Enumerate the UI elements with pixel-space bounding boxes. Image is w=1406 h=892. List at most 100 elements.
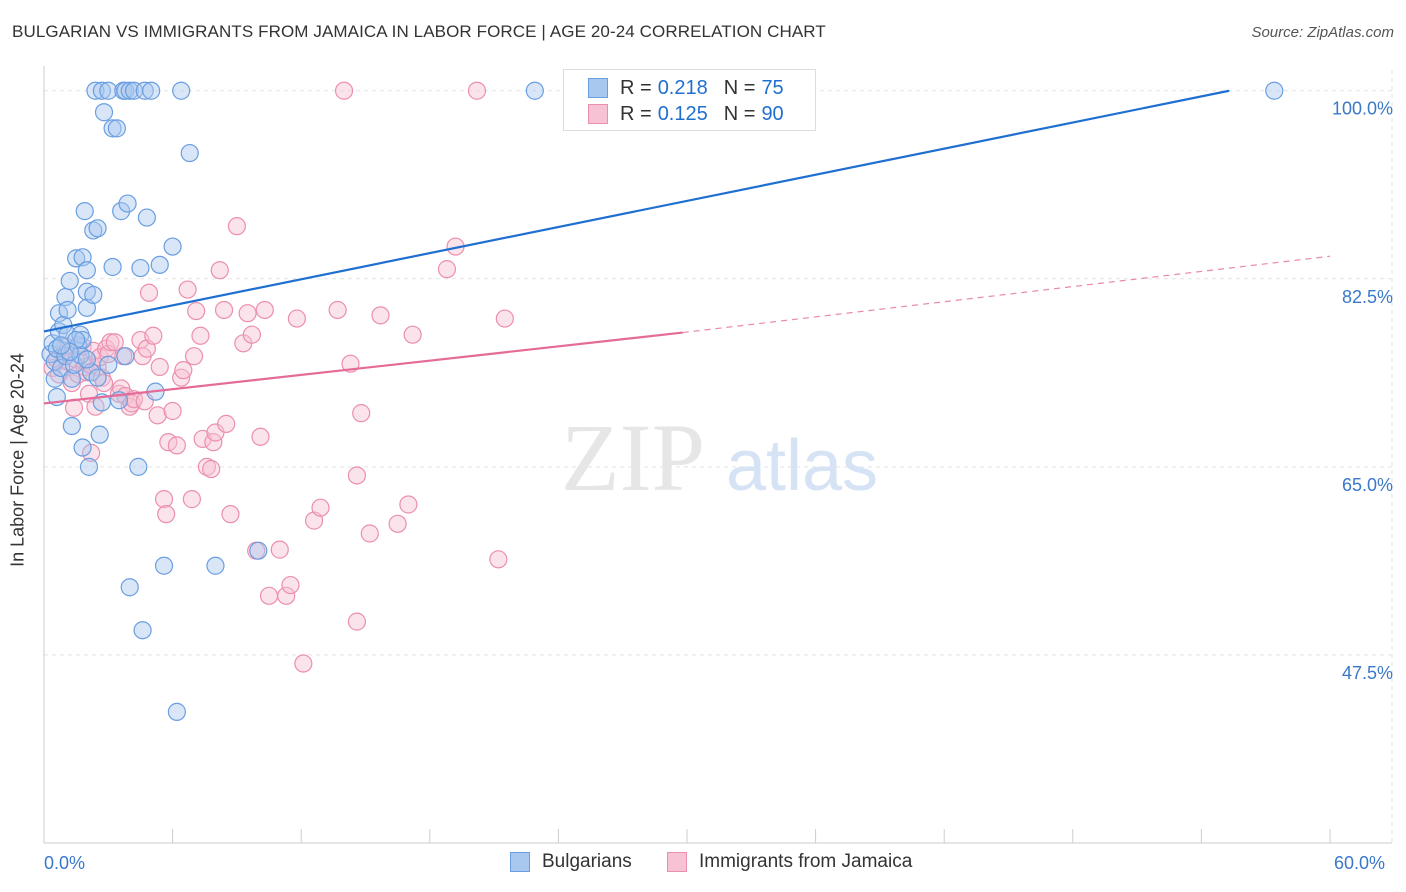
bulgarian-point	[77, 261, 96, 280]
bulgarian-point	[73, 330, 92, 350]
blue-swatch	[510, 852, 530, 872]
n-value: 90	[761, 102, 784, 125]
bulgarian-point	[180, 143, 199, 163]
jamaica-point	[347, 466, 367, 485]
jamaica-point	[277, 586, 296, 605]
bulgarian-point	[154, 556, 174, 575]
watermark-atlas: atlas	[726, 426, 878, 506]
jamaica-point	[172, 368, 191, 387]
axes	[43, 66, 1392, 844]
jamaica-points	[43, 81, 632, 673]
bulgarian-point	[84, 285, 103, 305]
n-label: N =	[723, 102, 756, 125]
bulgarian-point	[88, 368, 107, 387]
series-legend: Bulgarians Immigrants from Jamaica	[0, 851, 1406, 877]
bulgarian-point	[67, 249, 86, 268]
bulgarian-point	[131, 258, 150, 278]
stats-legend: R = 0.218 N = 75 R = 0.125 N = 90	[563, 69, 816, 131]
n-label: N =	[723, 76, 756, 99]
stats-row-bulgarians: R = 0.218 N = 75	[588, 76, 784, 100]
bulgarian-point	[525, 81, 544, 100]
stats-row-jamaica: R = 0.125 N = 90	[588, 102, 784, 126]
bulgarian-point	[163, 237, 182, 256]
grid	[44, 70, 1393, 843]
bulgarian-point	[107, 119, 126, 138]
bulgarian-point	[92, 81, 111, 100]
jamaica-point	[202, 459, 221, 479]
jamaica-point	[101, 333, 120, 352]
jamaica-point	[178, 280, 197, 299]
jamaica-point	[191, 326, 210, 345]
bulgarian-point	[62, 369, 81, 388]
jamaica-point	[242, 325, 262, 344]
jamaica-point	[281, 575, 300, 595]
bulgarian-point	[120, 81, 139, 100]
jamaica-point	[210, 261, 229, 280]
jamaica-point	[403, 325, 422, 344]
y-tick-label: 65.0%	[1342, 475, 1393, 495]
bulgarian-point	[94, 103, 114, 122]
jamaica-point	[294, 654, 313, 673]
jamaica-point	[139, 283, 159, 302]
jamaica-point	[105, 333, 124, 352]
bulgarian-point	[86, 81, 105, 100]
jamaica-point	[148, 406, 167, 425]
jamaica-trend-line	[43, 331, 683, 405]
y-tick-label: 82.5%	[1342, 287, 1393, 307]
jamaica-point	[163, 401, 182, 421]
x-tick-label-min: 0.0%	[44, 853, 86, 873]
bulgarian-point	[103, 119, 122, 138]
x-tick-label-max: 60.0%	[1334, 853, 1386, 873]
bulgarian-point	[62, 416, 81, 436]
bulgarian-point	[116, 347, 135, 366]
legend-label: Immigrants from Jamaica	[699, 851, 913, 872]
jamaica-point	[174, 361, 193, 380]
chart-title: BULGARIAN VS IMMIGRANTS FROM JAMAICA IN …	[12, 22, 826, 41]
trend-lines	[43, 89, 1331, 405]
r-label: R =	[620, 76, 652, 99]
pink-swatch	[667, 852, 687, 872]
bulgarian-point	[52, 336, 71, 355]
bulgarian-point	[103, 257, 122, 277]
jamaica-point	[187, 301, 206, 321]
jamaica-trend-extension	[682, 255, 1331, 334]
legend-label: Bulgarians	[542, 851, 632, 872]
bulgarian-point	[1265, 81, 1284, 100]
bulgarian-point	[73, 438, 92, 457]
legend-item-bulgarians[interactable]: Bulgarians	[510, 851, 632, 873]
y-tick-labels: 47.5% 65.0% 82.5% 100.0%	[1332, 99, 1393, 683]
bulgarian-point	[60, 271, 79, 291]
jamaica-point	[154, 490, 174, 509]
jamaica-point	[334, 81, 354, 100]
pink-swatch	[588, 104, 608, 124]
bulgarian-point	[120, 578, 139, 597]
bulgarian-point	[112, 202, 131, 221]
bulgarian-point	[133, 621, 152, 640]
bulgarian-point	[129, 457, 148, 476]
jamaica-point	[495, 309, 514, 328]
jamaica-point	[287, 309, 307, 328]
jamaica-point	[221, 505, 240, 524]
bulgarian-point	[167, 702, 186, 721]
jamaica-point	[388, 514, 407, 533]
jamaica-point	[182, 490, 201, 509]
r-label: R =	[620, 102, 652, 125]
y-axis-label: In Labor Force | Age 20-24	[7, 353, 28, 567]
legend-item-jamaica[interactable]: Immigrants from Jamaica	[667, 851, 912, 873]
bulgarian-point	[58, 300, 77, 320]
r-value: 0.218	[657, 76, 708, 99]
bulgarian-points	[41, 81, 1284, 721]
bulgarian-point	[90, 425, 109, 444]
jamaica-point	[255, 300, 274, 320]
jamaica-point	[437, 260, 457, 279]
bulgarian-point	[172, 81, 191, 100]
jamaica-point	[157, 505, 176, 524]
jamaica-point	[371, 306, 390, 325]
watermark: ZIP atlas	[561, 404, 878, 511]
jamaica-point	[489, 550, 508, 569]
jamaica-point	[251, 427, 270, 446]
bulgarian-point	[79, 457, 99, 476]
jamaica-point	[467, 81, 487, 100]
jamaica-point	[360, 524, 379, 543]
blue-swatch	[588, 78, 608, 98]
